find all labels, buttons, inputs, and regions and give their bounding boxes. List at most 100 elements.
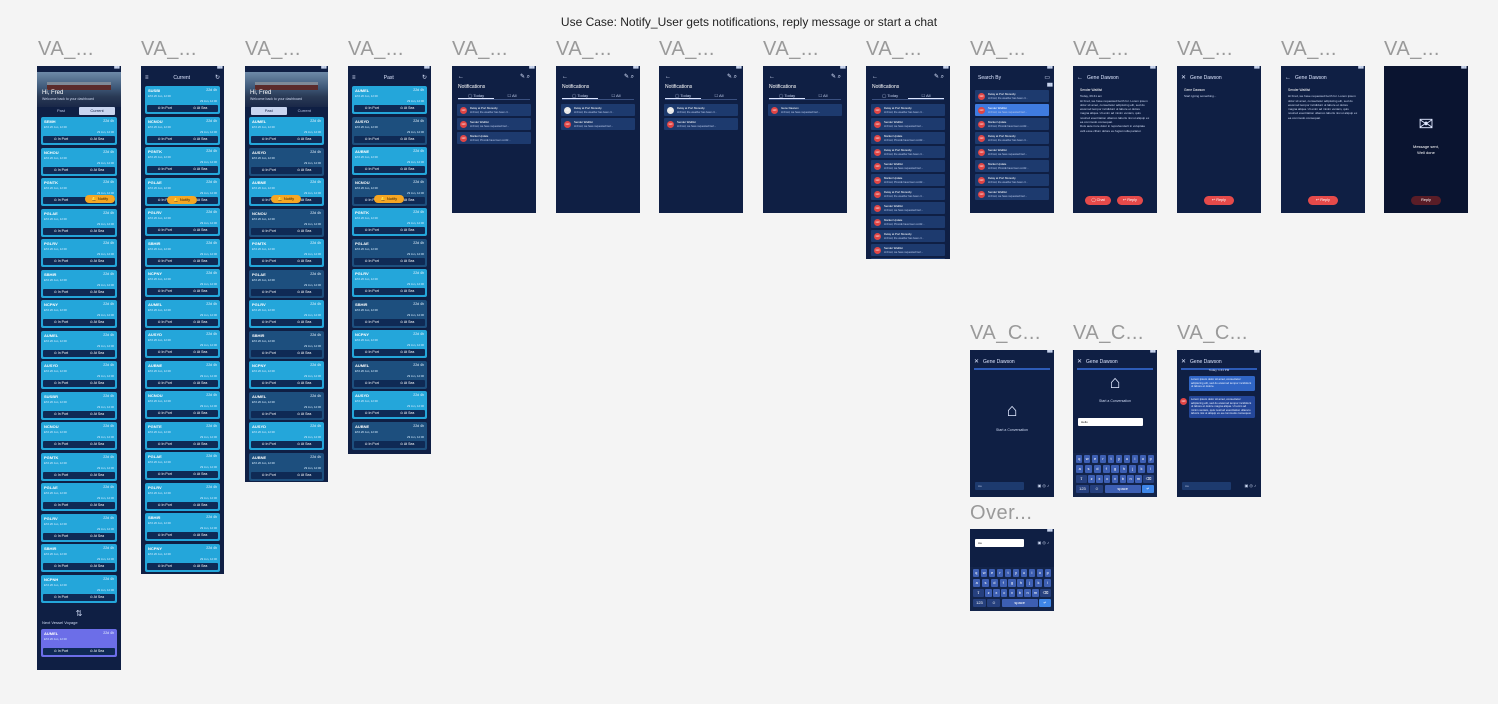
vessel-card[interactable]: SBHIR 22d 4h ETA 26 Jun, 12:00 29 Jun, 12:0…	[145, 238, 220, 267]
at-sea-button[interactable]: ⊙ At Sea	[193, 136, 208, 141]
input-actions-icon[interactable]: ▣ ◎ ♪	[1244, 483, 1257, 488]
key[interactable]: r	[996, 569, 1004, 577]
at-sea-button[interactable]: ⊙ At Sea	[89, 503, 105, 507]
in-port-button[interactable]: ⊙ In Port	[364, 411, 379, 415]
in-port-button[interactable]: ⊙ In Port	[364, 350, 379, 354]
key[interactable]: o	[1036, 569, 1044, 577]
seg-all[interactable]: ☐ All	[507, 93, 517, 98]
message-input[interactable]: Hello	[1078, 418, 1143, 426]
at-sea-button[interactable]: ⊙ At Sea	[297, 442, 312, 446]
in-port-button[interactable]: ⊙ In Port	[53, 503, 69, 507]
key[interactable]: 123	[1076, 485, 1089, 493]
vessel-card[interactable]: PGMTK 22d 4h ETA 26 Jun, 12:00 29 Jun, 12:0…	[249, 239, 324, 267]
at-sea-button[interactable]: ⊙ At Sea	[297, 259, 312, 263]
vessel-card[interactable]: SUSBI 22d 4h ETA 26 Jun, 12:00 29 Jun, 12:0…	[145, 86, 220, 114]
notification-item[interactable]: GD Delay at Port Moresby Hi Fred, the weat…	[975, 90, 1049, 102]
key[interactable]: h	[1017, 579, 1025, 587]
in-port-button[interactable]: ⊙ In Port	[157, 136, 172, 141]
at-sea-button[interactable]: ⊙ At Sea	[89, 350, 105, 355]
seg-today[interactable]: ◯ Today	[458, 93, 494, 99]
vessel-card[interactable]: AUMEL 22d 4h ETA 26 Jun, 12:00 29 Jun, 12:0…	[249, 117, 324, 145]
vessel-card[interactable]: AUSYD 22d 4h ETA 26 Jun, 12:00 29 Jun, 12:0…	[352, 116, 427, 145]
in-port-button[interactable]: ⊙ In Port	[53, 564, 69, 568]
key[interactable]: y	[1115, 455, 1123, 463]
in-port-button[interactable]: ⊙ In Port	[261, 228, 276, 233]
notification-item[interactable]: GD Sender Waitlist Hi Fred, we have reques…	[975, 146, 1049, 158]
at-sea-button[interactable]: ⊙ At Sea	[400, 167, 415, 171]
vessel-card[interactable]: PGNTK 22d 4h ETA 26 Jun, 12:00 29 Jun, 12:0…	[145, 147, 220, 175]
notify-button[interactable]: 🔔 Notify	[167, 196, 197, 204]
vessel-card[interactable]: AUBNE 22d 4h ETA 26 Jun, 12:00 29 Jun, 12:0…	[352, 147, 427, 175]
vessel-card[interactable]: PGLRV 22d 4h ETA 26 Jun, 12:00 29 Jun, 12:0…	[145, 482, 220, 511]
key[interactable]: u	[1123, 455, 1131, 463]
tab-current[interactable]: Current	[79, 107, 115, 115]
vessel-card[interactable]: AUMEL 22d 4h ETA 26 Jun, 12:00 29 Jun, 12:0…	[352, 360, 427, 389]
key[interactable]: l	[1043, 579, 1051, 587]
key[interactable]: ⌫	[1040, 589, 1052, 597]
key[interactable]: k	[1137, 465, 1146, 473]
message-input[interactable]: Aa	[975, 482, 1024, 490]
at-sea-button[interactable]: ⊙ At Sea	[297, 472, 312, 477]
at-sea-button[interactable]: ⊙ At Sea	[400, 350, 415, 354]
seg-all[interactable]: ☐ All	[908, 93, 944, 99]
vessel-card[interactable]: SBHIR 22d 4h ETA 26 Jun, 12:00 29 Jun, 12:0…	[41, 269, 117, 298]
in-port-button[interactable]: ⊙ In Port	[53, 137, 69, 141]
notification-item[interactable]: GD Delay at Port Moresby Hi Fred, the weat…	[664, 104, 738, 116]
notify-button[interactable]: 🔔 Notify	[85, 195, 115, 203]
at-sea-button[interactable]: ⊙ At Sea	[89, 411, 105, 416]
seg-all[interactable]: ☐ All	[818, 93, 828, 98]
at-sea-button[interactable]: ⊙ At Sea	[193, 563, 208, 568]
notification-item[interactable]: GD Sender Waitlist Hi Fred, we have reques…	[561, 118, 635, 130]
notification-item[interactable]: GD Delay at Port Moresby Hi Fred, the weat…	[561, 104, 635, 116]
key[interactable]: j	[1128, 465, 1137, 473]
in-port-button[interactable]: ⊙ In Port	[157, 411, 172, 415]
back-icon[interactable]: ←	[1285, 75, 1291, 81]
notification-item[interactable]: GD Delay at Port Moresby Hi Fred, the weat…	[871, 188, 945, 200]
vessel-card[interactable]: PGLAE 22d 4h ETA 26 Jun, 12:00 29 Jun, 12:0…	[249, 269, 324, 298]
key[interactable]: ⇧	[972, 589, 984, 597]
at-sea-button[interactable]: ⊙ At Sea	[400, 441, 415, 446]
notification-item[interactable]: GD Sender Waitlist Hi Fred, we have reques…	[975, 188, 1049, 200]
vessel-card[interactable]: NCPNH 22d 4h ETA 26 Jun, 12:00 29 Jun, 12:0…	[41, 574, 117, 603]
key[interactable]: m	[1032, 589, 1039, 597]
vessel-card[interactable]: PGLRV 22d 4h ETA 26 Jun, 12:00 29 Jun, 12:0…	[145, 208, 220, 236]
vessel-card[interactable]: NCHOU 22d 4h ETA 26 Jun, 12:00 29 Jun, 12:0…	[41, 147, 117, 176]
key[interactable]: v	[1008, 589, 1016, 597]
at-sea-button[interactable]: ⊙ At Sea	[89, 381, 105, 385]
vessel-card[interactable]: SUSBR 22d 4h ETA 26 Jun, 12:00 29 Jun, 12:0…	[41, 391, 117, 420]
at-sea-button[interactable]: ⊙ At Sea	[193, 411, 208, 415]
at-sea-button[interactable]: ⊙ At Sea	[193, 258, 208, 263]
message-input[interactable]: Aa	[975, 539, 1024, 547]
notify-button[interactable]: 🔔 Notify	[271, 195, 301, 203]
reply-button[interactable]: ↩ Reply	[1308, 196, 1338, 205]
seg-all[interactable]: ☐ All	[714, 93, 724, 98]
at-sea-button[interactable]: ⊙ At Sea	[89, 228, 105, 233]
notification-item[interactable]: GD Sender Waitlist Hi Fred, we have reques…	[871, 160, 945, 172]
vessel-card[interactable]: SBHIR 22d 4h ETA 26 Jun, 12:00 29 Jun, 12:0…	[352, 299, 427, 328]
at-sea-button[interactable]: ⊙ At Sea	[89, 320, 105, 324]
key[interactable]: y	[1012, 569, 1020, 577]
notification-item[interactable]: GD Sender Waitlist Hi Fred, we have reques…	[871, 118, 945, 130]
vessel-card[interactable]: AUBNE 22d 4h ETA 26 Jun, 12:00 29 Jun, 12:0…	[145, 360, 220, 389]
key[interactable]: g	[1111, 465, 1119, 473]
key[interactable]: q	[972, 569, 980, 577]
in-port-button[interactable]: ⊙ In Port	[261, 472, 276, 477]
vessel-card[interactable]: AUSYD 22d 4h ETA 26 Jun, 12:00 29 Jun, 12:0…	[145, 330, 220, 358]
at-sea-button[interactable]: ⊙ At Sea	[400, 197, 415, 202]
vessel-card[interactable]: PGLAE 22d 4h ETA 26 Jun, 12:00 29 Jun, 12:0…	[352, 238, 427, 267]
in-port-button[interactable]: ⊙ In Port	[157, 350, 172, 354]
back-icon[interactable]: ←	[458, 74, 464, 80]
vessel-card[interactable]: AUMEL 22d 4h ETA 26 Jun, 12:00 ⊙ In Port ⊙ A…	[41, 628, 117, 657]
seg-today[interactable]: ◯ Today	[665, 93, 701, 99]
tab-past[interactable]: Past	[251, 107, 287, 115]
header-actions-icon[interactable]: ✎ ⌕	[933, 74, 944, 80]
at-sea-button[interactable]: ⊙ At Sea	[400, 411, 415, 415]
vessel-card[interactable]: AUMEL 22d 4h ETA 26 Jun, 12:00 29 Jun, 12:0…	[249, 391, 324, 420]
at-sea-button[interactable]: ⊙ At Sea	[400, 289, 415, 293]
at-sea-button[interactable]: ⊙ At Sea	[400, 380, 415, 385]
